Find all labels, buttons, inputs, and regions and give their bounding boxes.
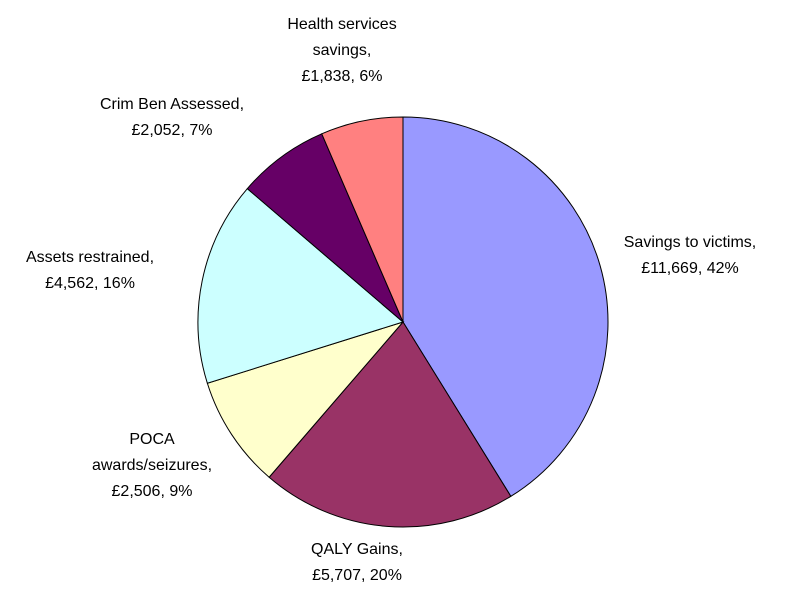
slice-label: QALY Gains, £5,707, 20% xyxy=(311,541,403,584)
pie-slice xyxy=(197,187,405,384)
value-label: £2,052 xyxy=(131,122,181,139)
value-label: £11,669 xyxy=(641,260,698,277)
slice-label: POCA awards/seizures, £2,506, 9% xyxy=(91,431,213,500)
category-label: Assets restrained xyxy=(25,249,150,266)
category-label: QALY Gains xyxy=(311,541,399,558)
pie-slice xyxy=(206,320,405,478)
slice-label: Crim Ben Assessed, £2,052, 7% xyxy=(99,96,245,139)
pie-slice xyxy=(402,116,609,498)
percent-label: 42% xyxy=(706,260,739,277)
slice-label: Health services savings, £1,838, 6% xyxy=(287,16,397,85)
category-label: Savings to victims xyxy=(623,234,752,251)
value-label: £5,707 xyxy=(312,567,361,584)
value-label: £1,838 xyxy=(301,68,351,85)
value-label: £4,562 xyxy=(45,275,94,292)
percent-label: 9% xyxy=(169,483,193,500)
category-label: Health services savings xyxy=(287,16,397,59)
pie-slice xyxy=(321,116,404,323)
pie-slice xyxy=(268,321,512,528)
percent-label: 20% xyxy=(369,567,402,584)
percent-label: 6% xyxy=(359,68,383,85)
category-label: Crim Ben Assessed xyxy=(99,96,240,113)
percent-label: 16% xyxy=(102,275,135,292)
slice-label: Assets restrained, £4,562, 16% xyxy=(25,249,155,292)
percent-label: 7% xyxy=(189,122,213,139)
category-label: POCA awards/seizures xyxy=(91,431,208,474)
value-label: £2,506 xyxy=(111,483,161,500)
slice-label: Savings to victims, £11,669, 42% xyxy=(623,234,757,277)
